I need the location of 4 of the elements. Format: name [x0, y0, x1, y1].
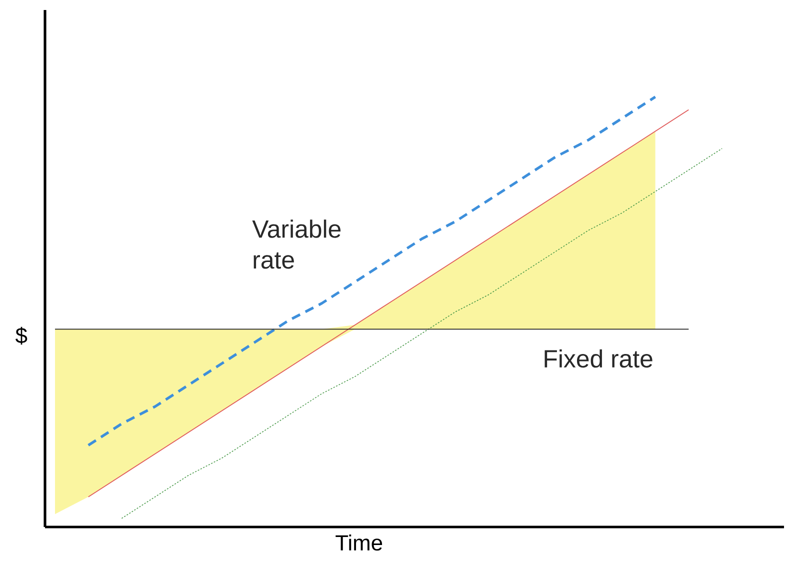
x-axis-title: Time — [336, 534, 382, 551]
y-axis-title: $ — [16, 326, 28, 345]
series-label: Fixed rate — [544, 349, 652, 368]
series-label: Variable rate — [252, 220, 341, 269]
